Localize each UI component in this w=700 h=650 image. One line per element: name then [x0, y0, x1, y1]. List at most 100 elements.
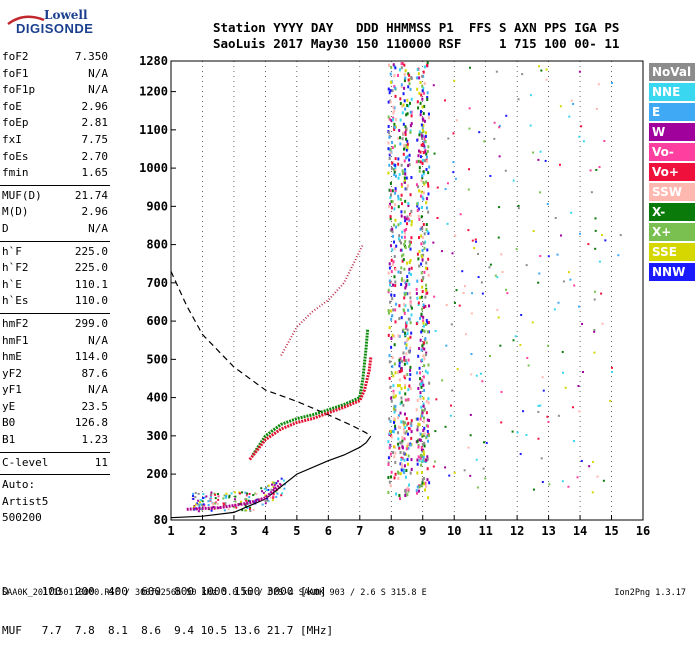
echo-mark — [482, 441, 485, 444]
echo-mark — [394, 308, 397, 312]
echo-mark — [416, 100, 419, 104]
echo-mark — [419, 432, 422, 436]
echo-mark — [462, 291, 465, 294]
echo-mark — [419, 338, 422, 342]
footer-info: SAA0K_2017150110000.RSF / 300fx256h 50 k… — [2, 588, 427, 598]
echo-mark — [394, 191, 397, 195]
echo-mark — [425, 341, 428, 345]
echo-mark — [395, 225, 398, 229]
echo-mark — [394, 284, 397, 288]
echo-mark — [420, 312, 423, 316]
echo-mark — [388, 153, 391, 157]
echo-mark — [400, 163, 403, 167]
echo-mark — [421, 84, 424, 88]
echo-mark — [415, 292, 418, 296]
echo-mark — [388, 417, 391, 421]
echo-mark — [410, 273, 413, 277]
echo-mark — [404, 172, 407, 176]
echo-mark — [393, 255, 396, 259]
echo-mark — [422, 277, 425, 281]
echo-mark — [389, 100, 392, 104]
echo-mark — [598, 165, 601, 168]
echo-mark — [449, 404, 452, 407]
echo-mark — [388, 117, 391, 121]
echo-mark — [446, 222, 449, 225]
echo-mark — [421, 248, 424, 252]
header-line-1: Station YYYY DAY DDD HHMMSS P1 FFS S AXN… — [213, 20, 620, 35]
echo-mark — [427, 231, 430, 235]
echo-mark — [388, 266, 391, 270]
echo-mark — [390, 371, 393, 375]
echo-mark — [392, 63, 395, 67]
echo-mark — [425, 261, 428, 265]
echo-mark — [390, 336, 393, 340]
x-mode-trace — [251, 328, 370, 456]
echo-mark — [498, 206, 501, 209]
echo-mark — [201, 500, 204, 503]
autoscale-line2: Artist5 — [2, 494, 49, 508]
echo-mark — [394, 408, 397, 412]
echo-mark — [419, 155, 422, 159]
echo-mark — [406, 222, 409, 226]
echo-mark — [406, 328, 409, 332]
echo-mark — [388, 446, 391, 450]
echo-mark — [397, 371, 400, 375]
echo-mark — [224, 502, 227, 505]
echo-mark — [264, 502, 267, 505]
echo-mark — [538, 272, 541, 275]
echo-mark — [470, 353, 473, 356]
echo-mark — [245, 502, 248, 505]
echo-mark — [593, 298, 596, 301]
echo-mark — [421, 235, 424, 239]
echo-mark — [224, 496, 227, 499]
echo-mark — [488, 266, 491, 269]
echo-mark — [436, 186, 439, 189]
echo-mark — [416, 491, 419, 495]
echo-mark — [405, 324, 408, 328]
echo-mark — [254, 492, 257, 495]
echo-mark — [404, 69, 407, 73]
echo-mark — [405, 113, 408, 117]
echo-mark — [420, 190, 423, 194]
echo-mark — [399, 97, 402, 101]
echo-mark — [425, 168, 428, 172]
legend-entry: SSW — [649, 183, 695, 201]
echo-mark — [387, 288, 390, 292]
echo-mark — [397, 476, 400, 480]
echo-mark — [421, 410, 424, 414]
echo-mark — [517, 207, 520, 210]
echo-mark — [417, 303, 420, 307]
y-tick-label: 600 — [146, 314, 168, 328]
param-name: fxI — [2, 132, 22, 146]
echo-mark — [244, 509, 247, 512]
echo-mark — [424, 481, 427, 485]
echo-mark — [212, 505, 215, 508]
y-tick-label: 300 — [146, 429, 168, 443]
echo-mark — [403, 210, 406, 214]
echo-mark — [392, 374, 395, 378]
echo-mark — [546, 203, 549, 206]
param-value: 1.65 — [81, 166, 109, 180]
echo-mark — [444, 188, 447, 191]
echo-mark — [423, 441, 426, 445]
echo-mark — [266, 499, 269, 502]
echo-mark — [399, 221, 402, 225]
echo-mark — [420, 446, 423, 450]
param-name: h`E — [2, 277, 22, 291]
echo-mark — [402, 328, 405, 332]
echo-mark — [467, 229, 470, 232]
echo-mark — [452, 132, 455, 135]
echo-mark — [207, 500, 210, 503]
echo-mark — [201, 503, 204, 506]
echo-mark — [432, 84, 435, 87]
echo-mark — [422, 223, 425, 227]
y-tick-label: 1000 — [139, 161, 168, 175]
echo-mark — [515, 248, 518, 251]
echo-mark — [418, 264, 421, 268]
echo-mark — [269, 492, 272, 495]
echo-mark — [426, 478, 429, 482]
echo-mark — [255, 493, 258, 496]
echo-mark — [561, 350, 564, 353]
legend-entry: NNE — [649, 83, 695, 101]
y-tick-label: 200 — [146, 467, 168, 481]
